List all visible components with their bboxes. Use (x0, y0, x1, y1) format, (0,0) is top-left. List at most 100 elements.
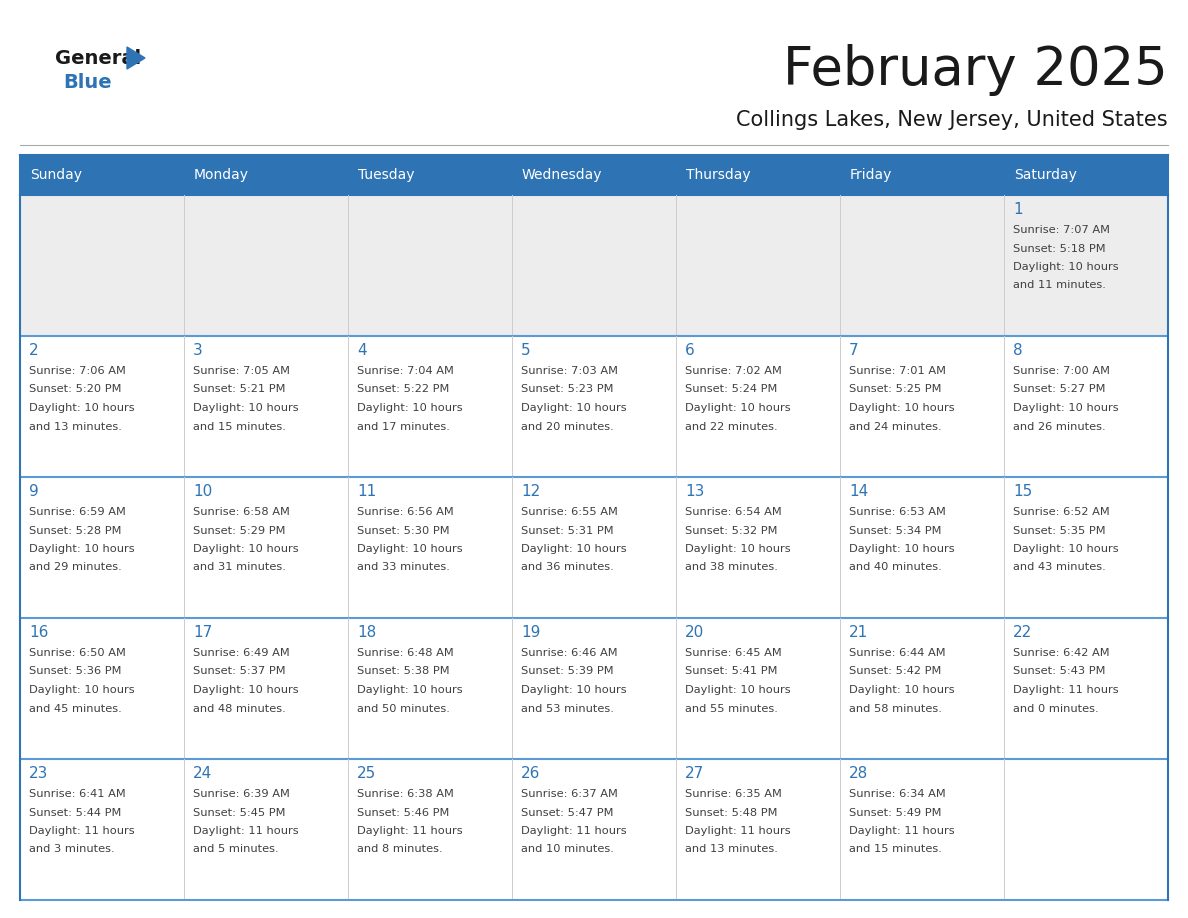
Text: 6: 6 (685, 343, 695, 358)
Text: Daylight: 11 hours: Daylight: 11 hours (685, 826, 791, 836)
Text: Sunset: 5:18 PM: Sunset: 5:18 PM (1013, 243, 1106, 253)
Text: 12: 12 (522, 484, 541, 499)
Text: Daylight: 11 hours: Daylight: 11 hours (192, 826, 298, 836)
Text: Sunset: 5:32 PM: Sunset: 5:32 PM (685, 525, 777, 535)
Text: Sunrise: 6:35 AM: Sunrise: 6:35 AM (685, 789, 782, 799)
Text: 10: 10 (192, 484, 213, 499)
Text: Sunrise: 6:56 AM: Sunrise: 6:56 AM (358, 507, 454, 517)
Text: and 15 minutes.: and 15 minutes. (192, 421, 286, 431)
Text: 5: 5 (522, 343, 531, 358)
Text: and 33 minutes.: and 33 minutes. (358, 563, 450, 573)
Bar (512, 336, 676, 477)
Text: Daylight: 10 hours: Daylight: 10 hours (192, 544, 298, 554)
Text: 13: 13 (685, 484, 704, 499)
Text: and 53 minutes.: and 53 minutes. (522, 703, 614, 713)
Text: Sunset: 5:48 PM: Sunset: 5:48 PM (685, 808, 777, 818)
Text: and 10 minutes.: and 10 minutes. (522, 845, 614, 855)
Text: 14: 14 (849, 484, 868, 499)
Text: Friday: Friday (849, 168, 892, 182)
Bar (840, 195, 1004, 336)
Text: Daylight: 10 hours: Daylight: 10 hours (1013, 403, 1119, 413)
Text: and 38 minutes.: and 38 minutes. (685, 563, 778, 573)
Text: and 20 minutes.: and 20 minutes. (522, 421, 614, 431)
Bar (1004, 477, 1168, 618)
Bar (20, 618, 184, 759)
Text: 21: 21 (849, 625, 868, 640)
Text: Sunrise: 6:42 AM: Sunrise: 6:42 AM (1013, 648, 1110, 658)
Text: Sunrise: 7:00 AM: Sunrise: 7:00 AM (1013, 366, 1110, 376)
Text: Daylight: 10 hours: Daylight: 10 hours (849, 685, 955, 695)
Text: Sunrise: 6:58 AM: Sunrise: 6:58 AM (192, 507, 290, 517)
Text: Daylight: 11 hours: Daylight: 11 hours (849, 826, 955, 836)
Text: Sunset: 5:25 PM: Sunset: 5:25 PM (849, 385, 942, 395)
Text: 1: 1 (1013, 202, 1023, 217)
Text: 15: 15 (1013, 484, 1032, 499)
Text: Daylight: 10 hours: Daylight: 10 hours (1013, 262, 1119, 272)
Text: Sunrise: 6:46 AM: Sunrise: 6:46 AM (522, 648, 618, 658)
Text: and 31 minutes.: and 31 minutes. (192, 563, 286, 573)
Text: Sunrise: 6:39 AM: Sunrise: 6:39 AM (192, 789, 290, 799)
Bar (512, 618, 676, 759)
Text: Wednesday: Wednesday (522, 168, 602, 182)
Text: Sunset: 5:21 PM: Sunset: 5:21 PM (192, 385, 285, 395)
Text: Sunrise: 6:45 AM: Sunrise: 6:45 AM (685, 648, 782, 658)
Bar (184, 477, 348, 618)
Text: and 13 minutes.: and 13 minutes. (29, 421, 122, 431)
Text: Sunrise: 6:41 AM: Sunrise: 6:41 AM (29, 789, 126, 799)
Bar (676, 477, 840, 618)
Text: 19: 19 (522, 625, 541, 640)
Text: 2: 2 (29, 343, 39, 358)
Bar (20, 195, 184, 336)
Text: and 15 minutes.: and 15 minutes. (849, 845, 942, 855)
Text: and 40 minutes.: and 40 minutes. (849, 563, 942, 573)
Text: Sunrise: 7:01 AM: Sunrise: 7:01 AM (849, 366, 946, 376)
Text: 20: 20 (685, 625, 704, 640)
Text: and 43 minutes.: and 43 minutes. (1013, 563, 1106, 573)
Text: and 17 minutes.: and 17 minutes. (358, 421, 450, 431)
Text: 9: 9 (29, 484, 39, 499)
Text: Daylight: 11 hours: Daylight: 11 hours (522, 826, 626, 836)
Text: Daylight: 10 hours: Daylight: 10 hours (522, 544, 626, 554)
Text: and 0 minutes.: and 0 minutes. (1013, 703, 1099, 713)
Text: 25: 25 (358, 766, 377, 781)
Text: Sunset: 5:23 PM: Sunset: 5:23 PM (522, 385, 613, 395)
Text: Sunrise: 6:55 AM: Sunrise: 6:55 AM (522, 507, 618, 517)
Text: Sunrise: 6:52 AM: Sunrise: 6:52 AM (1013, 507, 1110, 517)
Text: Daylight: 10 hours: Daylight: 10 hours (29, 544, 134, 554)
Text: Sunrise: 6:38 AM: Sunrise: 6:38 AM (358, 789, 454, 799)
Text: Sunset: 5:39 PM: Sunset: 5:39 PM (522, 666, 614, 677)
Text: Sunrise: 6:54 AM: Sunrise: 6:54 AM (685, 507, 782, 517)
Text: Sunrise: 6:49 AM: Sunrise: 6:49 AM (192, 648, 290, 658)
Text: 8: 8 (1013, 343, 1023, 358)
Bar (676, 155, 840, 195)
Text: Sunset: 5:44 PM: Sunset: 5:44 PM (29, 808, 121, 818)
Text: Daylight: 10 hours: Daylight: 10 hours (1013, 544, 1119, 554)
Text: Sunset: 5:42 PM: Sunset: 5:42 PM (849, 666, 941, 677)
Bar (840, 336, 1004, 477)
Bar (20, 759, 184, 900)
Text: 7: 7 (849, 343, 859, 358)
Bar (512, 155, 676, 195)
Text: 11: 11 (358, 484, 377, 499)
Text: Daylight: 11 hours: Daylight: 11 hours (1013, 685, 1119, 695)
Text: Daylight: 10 hours: Daylight: 10 hours (192, 403, 298, 413)
Text: Sunset: 5:22 PM: Sunset: 5:22 PM (358, 385, 449, 395)
Text: 17: 17 (192, 625, 213, 640)
Text: Daylight: 10 hours: Daylight: 10 hours (29, 685, 134, 695)
Text: Daylight: 10 hours: Daylight: 10 hours (522, 685, 626, 695)
Text: Daylight: 11 hours: Daylight: 11 hours (358, 826, 462, 836)
Text: and 8 minutes.: and 8 minutes. (358, 845, 443, 855)
Bar (840, 759, 1004, 900)
Text: Sunset: 5:45 PM: Sunset: 5:45 PM (192, 808, 285, 818)
Text: Daylight: 10 hours: Daylight: 10 hours (685, 403, 791, 413)
Text: Sunset: 5:38 PM: Sunset: 5:38 PM (358, 666, 449, 677)
Text: 24: 24 (192, 766, 213, 781)
Text: Blue: Blue (63, 73, 112, 92)
Text: Saturday: Saturday (1015, 168, 1076, 182)
Bar (184, 195, 348, 336)
Text: February 2025: February 2025 (783, 44, 1168, 96)
Text: and 29 minutes.: and 29 minutes. (29, 563, 121, 573)
Bar (676, 618, 840, 759)
Bar (348, 336, 512, 477)
Text: Daylight: 10 hours: Daylight: 10 hours (522, 403, 626, 413)
